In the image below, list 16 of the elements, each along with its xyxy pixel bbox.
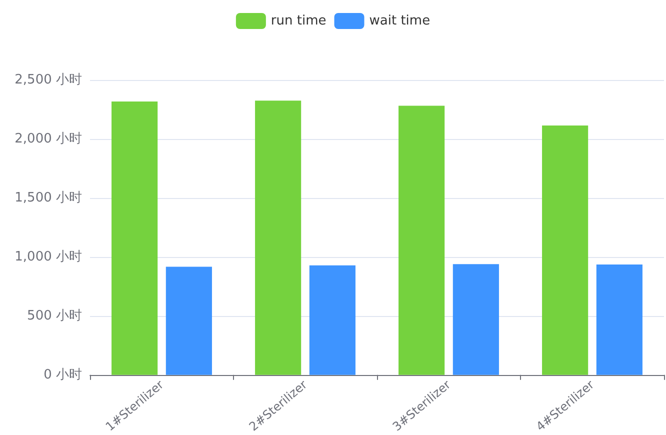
bar [309,265,356,375]
y-tick-label: 0 小时 [44,367,82,382]
y-tick-label: 1,500 小时 [14,190,82,206]
y-tick-label: 500 小时 [27,308,82,324]
legend-label: run time [270,14,326,28]
bar [112,101,158,375]
y-tick-label: 1,000 小时 [14,249,82,264]
bar [398,106,445,375]
bar [452,264,499,375]
bar [255,100,302,375]
y-tick-label: 2,500 小时 [14,72,82,88]
bar [596,264,642,375]
legend-label: wait time [369,14,430,28]
y-tick-label: 2,000 小时 [14,131,82,146]
bar [542,126,588,375]
bar [166,266,212,375]
